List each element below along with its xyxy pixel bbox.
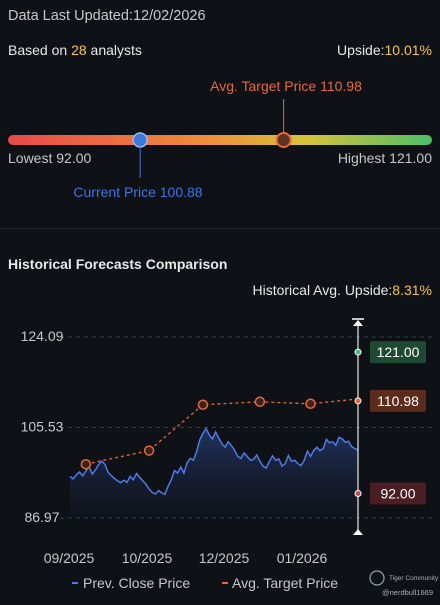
x-tick-label: 01/2026: [277, 550, 328, 566]
current-price-label: Current Price 100.88: [73, 184, 202, 200]
analysts-prefix: Based on: [8, 42, 72, 58]
y-tick-label: 124.09: [21, 328, 64, 344]
y-tick-label: 105.53: [21, 419, 64, 435]
y-tick-label: 86.97: [24, 509, 59, 525]
target-point: [80, 458, 92, 470]
updated-label: Data Last Updated:: [8, 8, 133, 24]
upside-line: Upside:10.01%: [337, 42, 432, 58]
lowest-label: Lowest 92.00: [8, 150, 91, 166]
crosshair-point: [354, 489, 362, 497]
value-marker-box: [370, 482, 426, 505]
range-bar: [8, 135, 432, 145]
analysts-count: 28: [71, 42, 87, 58]
value-marker-box: [370, 389, 426, 412]
section-title: Historical Forecasts Comparison: [8, 256, 228, 272]
target-point: [254, 396, 266, 408]
x-tick-label: 09/2025: [44, 550, 95, 566]
last-updated: Data Last Updated:12/02/2026: [8, 8, 206, 24]
price-range-gauge: Avg. Target Price 110.98 Lowest 92.00 Hi…: [8, 78, 432, 200]
watermark-user: @nerdbull1669: [382, 588, 433, 597]
upside-value: 10.01%: [384, 42, 432, 58]
x-tick-label: 10/2025: [122, 550, 173, 566]
historical-upside-label: Historical Avg. Upside:: [252, 282, 393, 298]
value-marker-box: [370, 341, 426, 364]
avg-target-price-line: [85, 398, 359, 465]
value-marker-label: 92.00: [380, 485, 415, 501]
value-marker-label: 110.98: [377, 393, 419, 409]
section-divider: [0, 228, 440, 229]
crosshair-point: [354, 397, 362, 405]
avg-target-label: Avg. Target Price 110.98: [210, 78, 362, 94]
target-point: [305, 398, 316, 410]
legend-target-label[interactable]: Avg. Target Price: [232, 575, 338, 591]
upside-label: Upside:: [337, 42, 385, 58]
crosshair-bottom-handle[interactable]: [353, 529, 363, 535]
price-area-fill: [70, 428, 358, 518]
legend-price-label[interactable]: Prev. Close Price: [83, 575, 190, 591]
x-tick-label: 12/2025: [199, 550, 250, 566]
avg-target-marker: [275, 132, 292, 148]
crosshair-point: [354, 348, 362, 356]
value-marker-label: 121.00: [377, 344, 420, 360]
target-point: [143, 445, 155, 456]
crosshair-top-handle[interactable]: [353, 320, 363, 326]
historical-upside-value: 8.31%: [392, 282, 432, 298]
current-price-marker: [132, 132, 148, 148]
historical-forecasts-chart: 124.09 105.53 86.97 09/2025 10/2025 12/2025 0…: [21, 318, 439, 597]
target-point: [197, 399, 209, 410]
updated-date: 12/02/2026: [132, 8, 206, 24]
tiger-logo-icon: [369, 570, 385, 586]
highest-label: Highest 121.00: [338, 150, 432, 166]
analysts-count-line: Based on 28 analysts: [8, 42, 142, 58]
watermark-brand: Tiger Community: [389, 575, 439, 582]
analysts-suffix: analysts: [86, 42, 142, 58]
prev-close-price-line: [69, 427, 359, 496]
historical-upside-line: Historical Avg. Upside:8.31%: [252, 282, 432, 298]
